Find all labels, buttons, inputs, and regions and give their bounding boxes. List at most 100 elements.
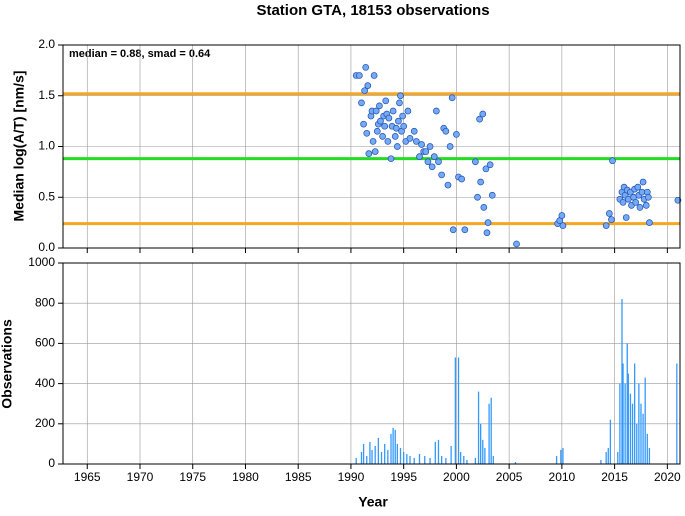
point xyxy=(395,117,402,125)
x-tick-label: 1995 xyxy=(390,470,417,484)
chart-title: Station GTA, 18153 observations xyxy=(256,2,489,19)
point xyxy=(392,124,400,132)
y-tick-label: 1.0 xyxy=(38,139,55,153)
point xyxy=(476,115,483,123)
y-axis-label: Median log(A/T) [nm/s] xyxy=(11,71,27,222)
point xyxy=(399,112,406,120)
point xyxy=(602,222,610,230)
point xyxy=(369,138,377,145)
point xyxy=(358,99,365,107)
point xyxy=(446,143,454,150)
point xyxy=(404,107,412,115)
point xyxy=(416,153,423,160)
point xyxy=(418,141,425,148)
point xyxy=(622,214,630,221)
point xyxy=(513,240,520,248)
point xyxy=(482,165,490,173)
point xyxy=(426,143,434,150)
y-tick-label: 0 xyxy=(48,456,55,470)
point xyxy=(480,204,488,211)
x-tick-label: 2015 xyxy=(601,470,628,484)
x-tick-label: 2000 xyxy=(443,470,470,484)
point xyxy=(422,148,430,155)
point xyxy=(379,133,386,140)
point xyxy=(646,219,653,226)
y-tick-label: 1000 xyxy=(28,255,55,269)
point xyxy=(642,202,650,209)
point xyxy=(449,226,457,234)
point xyxy=(453,130,460,138)
y-axis-label: Observations xyxy=(0,319,15,409)
point xyxy=(430,153,438,160)
point xyxy=(387,155,395,163)
point xyxy=(435,158,442,166)
y-tick-label: 0.5 xyxy=(38,189,55,203)
point xyxy=(371,148,379,155)
point xyxy=(377,117,384,125)
x-tick-label: 1985 xyxy=(285,470,312,484)
point xyxy=(483,229,491,237)
point xyxy=(479,110,487,118)
point xyxy=(636,204,644,211)
point xyxy=(605,210,613,217)
point xyxy=(362,63,370,71)
x-tick-label: 1965 xyxy=(74,470,101,484)
point xyxy=(363,129,371,137)
point xyxy=(448,94,456,102)
point xyxy=(608,216,615,223)
point xyxy=(461,226,469,234)
point xyxy=(384,138,392,145)
point xyxy=(381,122,389,130)
x-tick-label: 2010 xyxy=(549,470,576,484)
x-tick-label: 1980 xyxy=(232,470,259,484)
point xyxy=(619,198,627,206)
point xyxy=(370,72,378,79)
point xyxy=(391,133,399,140)
point xyxy=(674,196,682,204)
point xyxy=(364,82,372,89)
point xyxy=(484,219,492,226)
point xyxy=(389,107,397,115)
y-tick-label: 200 xyxy=(35,416,55,430)
point xyxy=(558,212,566,219)
x-tick-label: 1990 xyxy=(338,470,365,484)
point xyxy=(410,127,418,135)
point xyxy=(634,183,642,191)
point xyxy=(360,120,367,128)
point xyxy=(486,161,494,169)
x-tick-label: 1970 xyxy=(127,470,154,484)
y-tick-label: 400 xyxy=(35,376,55,390)
point xyxy=(444,181,452,189)
x-tick-label: 2005 xyxy=(496,470,523,484)
point xyxy=(609,157,616,165)
plot-frame xyxy=(62,262,681,465)
point xyxy=(400,122,408,130)
point xyxy=(385,114,393,122)
point xyxy=(639,178,647,186)
point xyxy=(406,135,414,142)
point xyxy=(424,158,432,166)
point xyxy=(645,193,652,201)
point xyxy=(477,178,485,186)
point xyxy=(433,107,440,115)
point xyxy=(438,171,445,179)
point xyxy=(458,175,466,183)
y-tick-label: 2.0 xyxy=(38,37,55,51)
x-axis-label: Year xyxy=(358,494,388,510)
point xyxy=(373,127,381,135)
y-tick-label: 600 xyxy=(35,336,55,350)
point xyxy=(396,99,403,107)
y-tick-label: 0.0 xyxy=(38,240,55,254)
point xyxy=(356,72,363,79)
point xyxy=(412,138,420,145)
y-tick-label: 800 xyxy=(35,295,55,309)
point xyxy=(372,107,380,115)
x-tick-label: 2020 xyxy=(654,470,681,484)
point xyxy=(361,87,368,95)
y-tick-label: 1.5 xyxy=(38,88,55,102)
point xyxy=(488,191,496,199)
point xyxy=(428,163,436,171)
point xyxy=(472,158,479,166)
